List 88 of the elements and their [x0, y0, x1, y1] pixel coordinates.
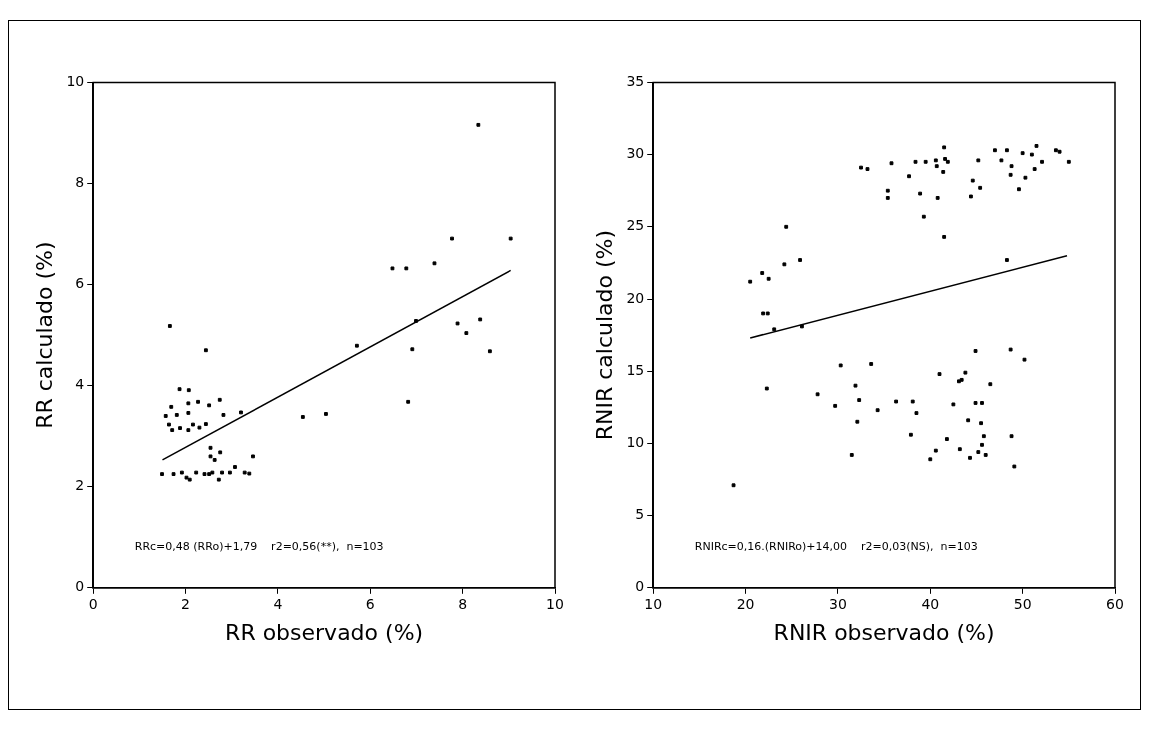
- point: [212, 458, 217, 462]
- point: [186, 388, 191, 393]
- point: [196, 399, 200, 404]
- point: [354, 343, 359, 348]
- point: [177, 387, 182, 392]
- annotation: RNIRc=0,16.(RNIRo)+14,00 r2=0,03(NS), n=103: [694, 540, 978, 554]
- point: [217, 397, 222, 402]
- point: [187, 477, 192, 482]
- point: [247, 471, 252, 476]
- point: [324, 412, 328, 416]
- point: [167, 324, 172, 328]
- y-tick-label: 25: [626, 217, 645, 234]
- point: [221, 413, 226, 417]
- point: [203, 348, 208, 353]
- y-tick-label: 15: [626, 361, 645, 378]
- point: [186, 428, 191, 433]
- point: [160, 472, 164, 476]
- point: [432, 261, 437, 266]
- point: [239, 410, 243, 415]
- x-tick-label: 10: [546, 595, 564, 612]
- y-tick-label: 10: [626, 434, 645, 451]
- point: [404, 266, 409, 271]
- y-tick-label: 2: [75, 477, 85, 494]
- y-axis-title: RR calculado (%): [31, 241, 57, 429]
- x-tick-label: 0: [88, 595, 98, 612]
- y-tick-label: 35: [626, 73, 645, 90]
- y-tick-label: 30: [626, 145, 645, 162]
- point: [197, 425, 202, 430]
- point: [216, 477, 221, 482]
- point: [191, 422, 195, 427]
- point: [163, 414, 168, 418]
- point: [390, 266, 395, 271]
- point: [194, 470, 199, 475]
- y-tick-label: 8: [75, 174, 85, 191]
- y-tick-label: 10: [66, 73, 85, 90]
- x-tick-label: 8: [458, 595, 468, 612]
- point: [171, 472, 176, 476]
- point: [167, 422, 171, 427]
- point: [184, 475, 189, 480]
- point: [170, 428, 175, 433]
- point: [476, 122, 481, 127]
- y-tick-label: 20: [626, 289, 645, 306]
- point: [207, 403, 212, 408]
- point: [450, 236, 454, 241]
- x-axis-title: RR observado (%): [225, 619, 424, 645]
- x-tick-label: 6: [365, 595, 375, 612]
- y-tick-label: 6: [75, 275, 85, 292]
- x-tick-label: 2: [181, 595, 191, 612]
- point: [227, 470, 232, 475]
- point: [487, 349, 492, 354]
- point: [508, 236, 513, 241]
- point: [207, 472, 212, 476]
- point: [208, 445, 213, 450]
- x-tick-label: 20: [736, 595, 755, 612]
- point: [414, 319, 418, 323]
- point: [220, 470, 224, 475]
- point: [208, 454, 213, 459]
- point: [410, 347, 415, 352]
- x-tick-label: 50: [1013, 595, 1032, 612]
- y-axis-title: RNIR calculado (%): [591, 229, 617, 441]
- point: [174, 413, 179, 417]
- point: [218, 450, 223, 455]
- point: [242, 470, 247, 475]
- x-axis-title: RNIR observado (%): [773, 619, 995, 645]
- point: [455, 321, 460, 326]
- x-tick-label: 30: [829, 595, 847, 612]
- annotation: RRc=0,48 (RRo)+1,79 r2=0,56(**), n=103: [134, 540, 384, 554]
- point: [300, 415, 305, 419]
- x-tick-label: 60: [1106, 595, 1124, 612]
- point: [406, 399, 411, 404]
- point: [179, 470, 184, 475]
- point: [210, 470, 215, 475]
- point: [178, 426, 182, 431]
- point: [186, 411, 191, 415]
- y-tick-label: 0: [75, 578, 85, 595]
- point: [186, 401, 191, 406]
- x-tick-label: 40: [921, 595, 940, 612]
- point: [478, 317, 483, 322]
- y-tick-label: 0: [635, 578, 645, 595]
- point: [169, 404, 174, 409]
- point: [202, 472, 207, 476]
- point: [251, 454, 255, 459]
- point: [464, 331, 469, 335]
- point: [203, 422, 208, 426]
- y-tick-label: 4: [75, 376, 85, 393]
- point: [233, 465, 237, 469]
- x-tick-label: 4: [273, 595, 283, 612]
- y-tick-label: 5: [635, 506, 645, 523]
